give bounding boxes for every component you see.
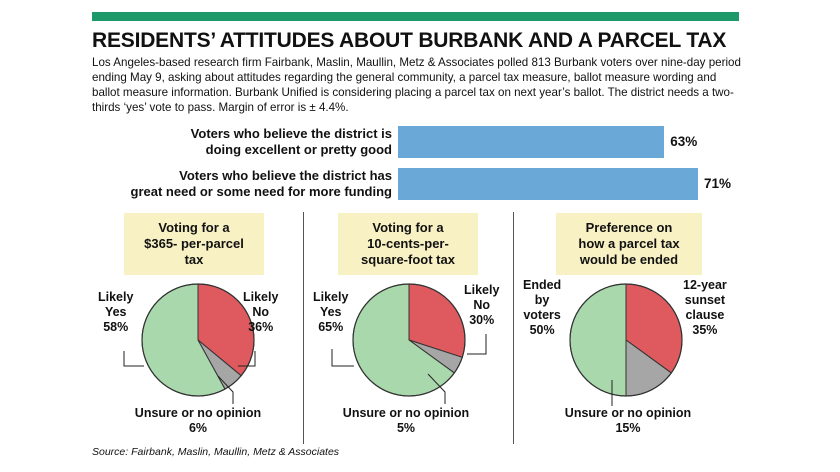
- pie-1-title-line-3: tax: [184, 252, 204, 267]
- pie-1-label-yes: Likely Yes 58%: [98, 290, 133, 335]
- pie-2-label-unsure-line-1: Unsure or no opinion: [342, 406, 470, 420]
- pie-2-title-line-1: Voting for a: [372, 220, 444, 235]
- bar-label-2-line-1: Voters who believe the district has: [179, 168, 392, 183]
- pie-1-title-line-1: Voting for a: [158, 220, 230, 235]
- pie-1-label-no-line-3: 36%: [248, 320, 274, 334]
- pie-3-label-sunset-line-4: 35%: [692, 323, 718, 337]
- pie-3-label-unsure: Unsure or no opinion 15%: [558, 406, 698, 436]
- pie-1-title: Voting for a $365- per-parcel tax: [124, 213, 264, 275]
- pie-2-label-no-line-3: 30%: [469, 313, 495, 327]
- pie-2-label-yes-line-2: Yes: [319, 305, 342, 319]
- pie-2-title-line-3: square-foot tax: [361, 252, 455, 267]
- pie-2-label-unsure: Unsure or no opinion 5%: [336, 406, 476, 436]
- source-note: Source: Fairbank, Maslin, Maullin, Metz …: [92, 446, 340, 458]
- pie-3-title-line-1: Preference on: [585, 220, 673, 235]
- pie-3-label-sunset-line-2: sunset: [684, 293, 726, 307]
- pie-3-outline: [569, 283, 683, 397]
- chart-title: RESIDENTS’ ATTITUDES ABOUT BURBANK AND A…: [92, 29, 727, 52]
- pie-3-label-unsure-line-1: Unsure or no opinion: [564, 406, 692, 420]
- pie-1-leader-line: [123, 351, 144, 367]
- bar-excellent-good: [398, 126, 665, 158]
- pie-3-slice-yes: [569, 283, 627, 397]
- bar-label-2-line-2: great need or some need for more funding: [130, 183, 392, 199]
- pie-3-label-voters: Ended by voters 50%: [523, 278, 561, 338]
- pie-2-label-unsure-line-2: 5%: [396, 421, 416, 435]
- pie-1-label-yes-line-3: 58%: [103, 320, 129, 334]
- pie-2-leader-line: [331, 349, 354, 367]
- pie-3-label-voters-line-2: by: [534, 293, 550, 307]
- pie-1-label-unsure-line-2: 6%: [188, 421, 208, 435]
- pie-1-label-unsure-line-1: Unsure or no opinion: [134, 406, 262, 420]
- pie-1-label-yes-line-1: Likely: [98, 290, 134, 304]
- pie-1-label-no-line-2: No: [252, 305, 270, 319]
- pie-3-label-voters-line-1: Ended: [523, 278, 562, 292]
- pie-2-title-line-2: 10-cents-per-: [367, 236, 449, 251]
- pie-3-label-sunset-line-1: 12-year: [683, 278, 727, 292]
- bar-label-1-line-2: doing excellent or pretty good: [205, 141, 392, 157]
- pie-1-title-line-2: $365- per-parcel: [144, 236, 244, 251]
- pie-1-label-no-line-1: Likely: [243, 290, 279, 304]
- panel-divider-2: [513, 212, 514, 444]
- pie-3-label-sunset: 12-year sunset clause 35%: [683, 278, 727, 338]
- pie-3-title: Preference on how a parcel tax would be …: [556, 213, 702, 275]
- bar-label-1-line-1: Voters who believe the district is: [190, 126, 392, 141]
- pie-3-title-line-3: would be ended: [579, 252, 679, 267]
- bar-label-2: Voters who believe the district has grea…: [92, 168, 392, 199]
- bar-value-2: 71%: [704, 176, 732, 191]
- panel-divider-1: [303, 212, 304, 444]
- pie-1-outline: [141, 283, 255, 397]
- pie-1-label-yes-line-2: Yes: [104, 305, 127, 319]
- pie-2-label-yes-line-1: Likely: [313, 290, 349, 304]
- bar-label-1: Voters who believe the district is doing…: [92, 126, 392, 157]
- pie-3-label-voters-line-3: voters: [523, 308, 561, 322]
- pie-2-label-no-line-1: Likely: [464, 283, 500, 297]
- pie-2-leader-line: [467, 334, 487, 355]
- pie-3-label-voters-line-4: 50%: [529, 323, 555, 337]
- pie-1-label-unsure: Unsure or no opinion 6%: [128, 406, 268, 436]
- pie-1-leader-line: [217, 375, 234, 404]
- pie-2-title: Voting for a 10-cents-per- square-foot t…: [338, 213, 478, 275]
- pie-1-leader-line: [238, 351, 256, 367]
- bar-value-1: 63%: [670, 134, 698, 149]
- pie-2-label-no-line-2: No: [473, 298, 491, 312]
- pie-1-label-no: Likely No 36%: [243, 290, 278, 335]
- pie-2-outline: [352, 283, 466, 397]
- pie-3-title-line-2: how a parcel tax: [578, 236, 680, 251]
- pie-2-label-yes: Likely Yes 65%: [313, 290, 348, 335]
- intro-text: Los Angeles-based research firm Fairbank…: [92, 56, 741, 114]
- bar-need-funding: [398, 168, 698, 200]
- pie-2-label-yes-line-3: 65%: [318, 320, 344, 334]
- pie-3-label-sunset-line-3: clause: [685, 308, 725, 322]
- pie-2-leader-line: [427, 373, 446, 404]
- pie-3-label-unsure-line-2: 15%: [615, 421, 641, 435]
- pie-2-label-no: Likely No 30%: [464, 283, 499, 328]
- header-accent-bar: [92, 12, 739, 21]
